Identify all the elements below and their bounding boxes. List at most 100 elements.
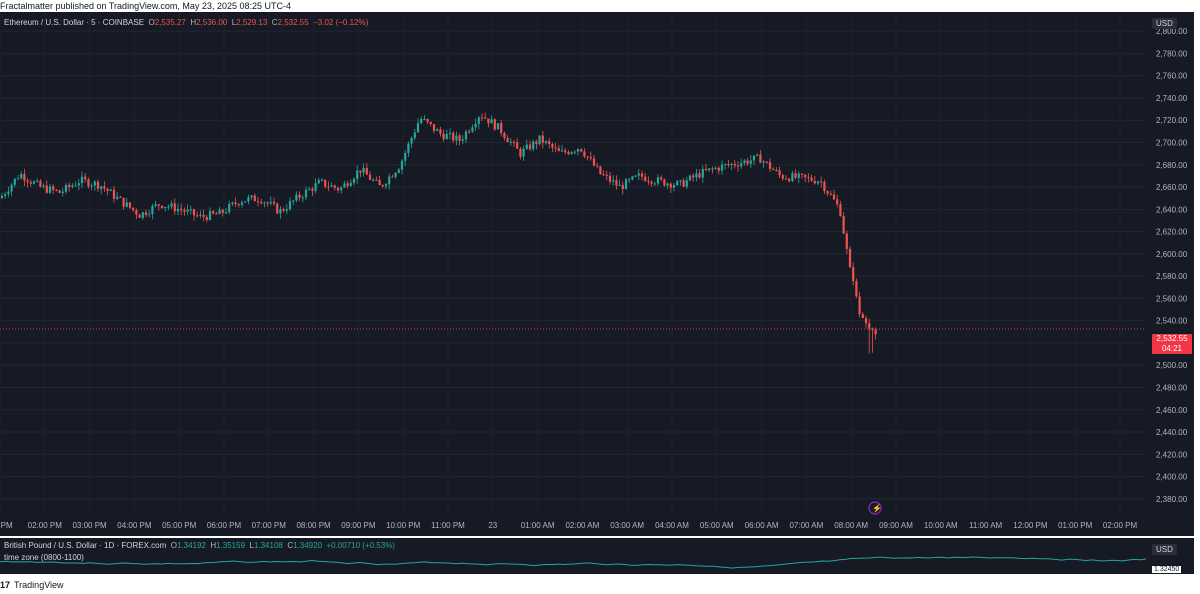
candle-body bbox=[599, 166, 602, 175]
candle-body bbox=[359, 170, 362, 173]
candle-body bbox=[157, 204, 160, 206]
candle-body bbox=[471, 127, 474, 132]
candle-body bbox=[74, 185, 77, 187]
candle-body bbox=[784, 178, 788, 180]
candle-body bbox=[528, 144, 532, 150]
y-tick-label: 2,660.00 bbox=[1156, 183, 1188, 192]
candle-body bbox=[260, 201, 263, 204]
candle-body bbox=[544, 141, 548, 143]
candle-body bbox=[132, 207, 135, 211]
candle-body bbox=[868, 323, 871, 329]
low-value: 2,529.13 bbox=[236, 18, 268, 27]
candle-body bbox=[39, 180, 42, 187]
candle-body bbox=[77, 183, 80, 186]
candle-body bbox=[458, 135, 461, 141]
symbol-title[interactable]: Ethereum / U.S. Dollar · 5 · COINBASE bbox=[4, 18, 145, 27]
candle-body bbox=[4, 194, 7, 196]
candle-body bbox=[714, 167, 717, 169]
candle-body bbox=[384, 184, 388, 187]
candle-body bbox=[823, 181, 826, 192]
candle-body bbox=[154, 204, 157, 206]
candle-body bbox=[605, 174, 608, 176]
symbol-legend[interactable]: Ethereum / U.S. Dollar · 5 · COINBASE O2… bbox=[4, 18, 368, 27]
candle-body bbox=[234, 202, 237, 205]
candle-body bbox=[336, 187, 340, 191]
x-tick-label: 09:00 AM bbox=[879, 521, 913, 530]
main-chart-area[interactable]: 2,800.00 2,780.00 2,760.00 2,740.00 2,720.00… bbox=[0, 12, 1194, 536]
candle-body bbox=[839, 204, 842, 216]
candle-body bbox=[333, 185, 336, 188]
candle-body bbox=[442, 133, 445, 140]
sub-chart-area[interactable] bbox=[0, 538, 1194, 574]
sub-price-tag: 1.32450 bbox=[1152, 566, 1182, 573]
candle-body bbox=[170, 203, 173, 207]
candle-body bbox=[756, 154, 759, 156]
y-tick-label: 2,440.00 bbox=[1156, 428, 1188, 437]
candle-body bbox=[612, 180, 615, 182]
candle-body bbox=[208, 211, 212, 220]
candle-body bbox=[183, 210, 186, 212]
candle-body bbox=[368, 174, 372, 180]
candle-body bbox=[26, 180, 29, 183]
candle-body bbox=[327, 186, 330, 188]
candle-body bbox=[538, 135, 541, 144]
candle-body bbox=[704, 168, 708, 171]
close-label: C bbox=[271, 18, 278, 27]
x-tick-label: :00 PM bbox=[0, 521, 13, 530]
candle-body bbox=[106, 188, 109, 192]
candle-body bbox=[282, 209, 285, 211]
x-tick-label: 11:00 PM bbox=[431, 521, 465, 530]
candle-body bbox=[308, 188, 311, 190]
x-tick-label: 11:00 AM bbox=[969, 521, 1003, 530]
candle-body bbox=[772, 168, 775, 170]
x-tick-label: 05:00 PM bbox=[162, 521, 197, 530]
candle-body bbox=[48, 186, 52, 193]
y-tick-label: 2,700.00 bbox=[1156, 139, 1188, 148]
candle-body bbox=[720, 164, 724, 171]
candle-body bbox=[695, 173, 698, 178]
candle-body bbox=[394, 172, 397, 177]
candle-body bbox=[122, 197, 125, 207]
candle-body bbox=[864, 318, 868, 324]
currency-badge[interactable]: USD bbox=[1152, 18, 1177, 29]
x-tick-label: 03:00 PM bbox=[72, 521, 107, 530]
sub-symbol-title[interactable]: British Pound / U.S. Dollar · 1D · FOREX… bbox=[4, 541, 167, 550]
candle-body bbox=[474, 123, 477, 128]
candle-body bbox=[135, 210, 138, 215]
candle-body bbox=[548, 141, 551, 145]
y-tick-label: 2,500.00 bbox=[1156, 361, 1188, 370]
candle-body bbox=[253, 195, 256, 202]
candle-body bbox=[397, 169, 400, 173]
candle-body bbox=[148, 214, 151, 216]
candle-body bbox=[749, 160, 752, 164]
candle-body bbox=[637, 173, 640, 176]
candle-body bbox=[820, 181, 823, 183]
x-tick-label: 08:00 PM bbox=[296, 521, 331, 530]
candle-body bbox=[256, 201, 260, 203]
candle-body bbox=[196, 215, 199, 217]
x-tick-label: 06:00 PM bbox=[207, 521, 242, 530]
candle-body bbox=[317, 180, 320, 184]
y-tick-label: 2,780.00 bbox=[1156, 49, 1188, 58]
candle-body bbox=[173, 203, 176, 212]
sub-symbol-legend[interactable]: British Pound / U.S. Dollar · 1D · FOREX… bbox=[4, 541, 395, 550]
candle-body bbox=[736, 165, 740, 167]
candle-body bbox=[871, 328, 874, 330]
candle-body bbox=[672, 185, 676, 188]
candle-body bbox=[532, 141, 535, 150]
candle-body bbox=[32, 181, 36, 184]
candle-body bbox=[298, 194, 301, 198]
published-text: Fractalmatter published on TradingView.c… bbox=[0, 1, 291, 11]
candle-body bbox=[551, 144, 554, 148]
candle-body bbox=[224, 212, 228, 214]
candle-body bbox=[666, 183, 669, 186]
sub-change: +0.00710 (+0.53%) bbox=[326, 541, 395, 550]
candle-body bbox=[778, 170, 781, 176]
candle-body bbox=[138, 214, 141, 218]
indicator-label[interactable]: time zone (0800-1100) bbox=[4, 553, 84, 562]
sub-currency-badge[interactable]: USD bbox=[1152, 544, 1177, 555]
candlestick-chart[interactable]: 2,800.00 2,780.00 2,760.00 2,740.00 2,720.00… bbox=[0, 12, 1194, 536]
candle-body bbox=[192, 209, 196, 216]
candle-body bbox=[701, 168, 704, 178]
candle-body bbox=[592, 158, 596, 166]
